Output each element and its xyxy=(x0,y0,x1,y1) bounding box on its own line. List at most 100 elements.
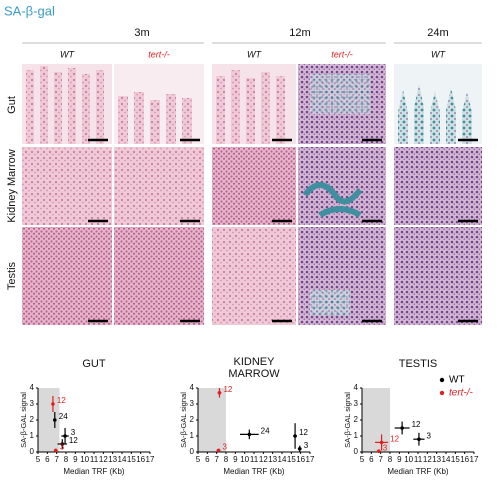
micrograph xyxy=(22,147,112,225)
tissue-label: Testis xyxy=(6,261,18,290)
scale-bars xyxy=(88,138,478,323)
villi xyxy=(398,84,472,144)
y-axis-label: SA-β-GAL signal xyxy=(179,392,188,448)
point xyxy=(377,449,381,454)
point xyxy=(293,434,297,438)
chart-title: GUT xyxy=(82,358,106,370)
x-tick-label: 5 xyxy=(196,455,201,464)
genotype-label: tert-/- xyxy=(331,49,353,59)
y-tick-label: 3 xyxy=(190,399,195,408)
point-label: 12 xyxy=(69,436,78,445)
y-tick-label: 1 xyxy=(190,431,195,440)
point xyxy=(247,432,252,437)
x-tick-label: 10 xyxy=(240,455,249,464)
point-label: 12 xyxy=(412,420,421,429)
age-label: 24m xyxy=(427,27,448,39)
y-tick-label: 2 xyxy=(354,415,359,424)
point-label: 12 xyxy=(223,385,232,394)
micrograph xyxy=(114,147,204,225)
point-label: 12 xyxy=(57,396,66,405)
x-tick-label: 17 xyxy=(146,455,155,464)
genotype-label: WT xyxy=(60,49,75,59)
point xyxy=(53,418,57,422)
age-label: 3m xyxy=(134,27,149,39)
y-axis-label: SA-β-GAL signal xyxy=(19,392,28,448)
x-tick-label: 6 xyxy=(205,455,210,464)
x-tick-label: 14 xyxy=(118,455,127,464)
genotype-label: WT xyxy=(431,49,446,59)
y-tick-label: 0 xyxy=(354,447,359,456)
tissue-label: Kidney Marrow xyxy=(6,149,18,222)
age-label: 12m xyxy=(289,27,310,39)
tissue-label: Gut xyxy=(6,96,18,114)
point xyxy=(297,447,302,451)
x-tick-label: 12 xyxy=(259,455,268,464)
x-tick-label: 6 xyxy=(45,455,50,464)
x-tick-label: 8 xyxy=(224,455,229,464)
x-tick-label: 14 xyxy=(278,455,287,464)
point-label: 3 xyxy=(427,431,432,440)
micrograph xyxy=(22,227,112,325)
micrograph xyxy=(212,227,296,325)
chart-title: KIDNEY MARROW xyxy=(228,356,280,380)
point xyxy=(63,434,67,438)
x-axis-label: Median TRF (Kb) xyxy=(63,467,125,476)
figure-title: SA-β-gal xyxy=(4,3,55,18)
point xyxy=(417,437,421,442)
micrograph xyxy=(114,227,204,325)
shaded-region xyxy=(362,388,390,452)
point-label: 3 xyxy=(71,428,76,437)
x-tick-label: 16 xyxy=(460,455,469,464)
x-tick-label: 10 xyxy=(80,455,89,464)
x-tick-label: 13 xyxy=(268,455,277,464)
y-tick-label: 3 xyxy=(30,399,35,408)
stain xyxy=(302,182,363,218)
point-label: 24 xyxy=(59,412,68,421)
genotype-label: WT xyxy=(247,49,262,59)
x-tick-label: 15 xyxy=(287,455,296,464)
chart-title: TESTIS xyxy=(399,358,438,370)
x-tick-label: 17 xyxy=(470,455,479,464)
shaded-region xyxy=(198,388,226,452)
y-tick-label: 0 xyxy=(30,447,35,456)
point xyxy=(53,448,58,453)
point-label: 3 xyxy=(60,443,65,452)
y-tick-label: 0 xyxy=(190,447,195,456)
x-tick-label: 8 xyxy=(64,455,69,464)
point xyxy=(216,448,221,453)
y-tick-label: 4 xyxy=(354,383,359,392)
micrograph xyxy=(394,227,482,325)
genotype-label: tert-/- xyxy=(148,49,170,59)
villi xyxy=(118,92,192,144)
point-label: 3 xyxy=(383,443,388,452)
y-tick-label: 3 xyxy=(354,399,359,408)
y-tick-label: 4 xyxy=(30,383,35,392)
point xyxy=(400,426,404,430)
x-tick-label: 17 xyxy=(306,455,315,464)
x-tick-label: 7 xyxy=(54,455,59,464)
point xyxy=(379,440,384,445)
legend-marker xyxy=(439,390,445,396)
point xyxy=(51,402,55,406)
x-tick-label: 12 xyxy=(99,455,108,464)
point-label: 12 xyxy=(390,435,399,444)
x-tick-label: 15 xyxy=(451,455,460,464)
villi xyxy=(26,66,104,144)
x-tick-label: 7 xyxy=(214,455,219,464)
stain xyxy=(310,74,370,114)
x-tick-label: 5 xyxy=(36,455,41,464)
x-tick-label: 13 xyxy=(432,455,441,464)
x-axis-label: Median TRF (Kb) xyxy=(387,467,449,476)
legend-label: WT xyxy=(449,375,465,386)
point xyxy=(217,391,222,395)
x-tick-label: 11 xyxy=(414,455,423,464)
villi xyxy=(216,70,285,144)
x-tick-label: 8 xyxy=(388,455,393,464)
x-tick-label: 7 xyxy=(378,455,383,464)
x-tick-label: 14 xyxy=(442,455,451,464)
x-tick-label: 16 xyxy=(296,455,305,464)
x-tick-label: 5 xyxy=(360,455,365,464)
y-tick-label: 4 xyxy=(190,383,195,392)
y-axis-label: SA-β-GAL signal xyxy=(343,392,352,448)
